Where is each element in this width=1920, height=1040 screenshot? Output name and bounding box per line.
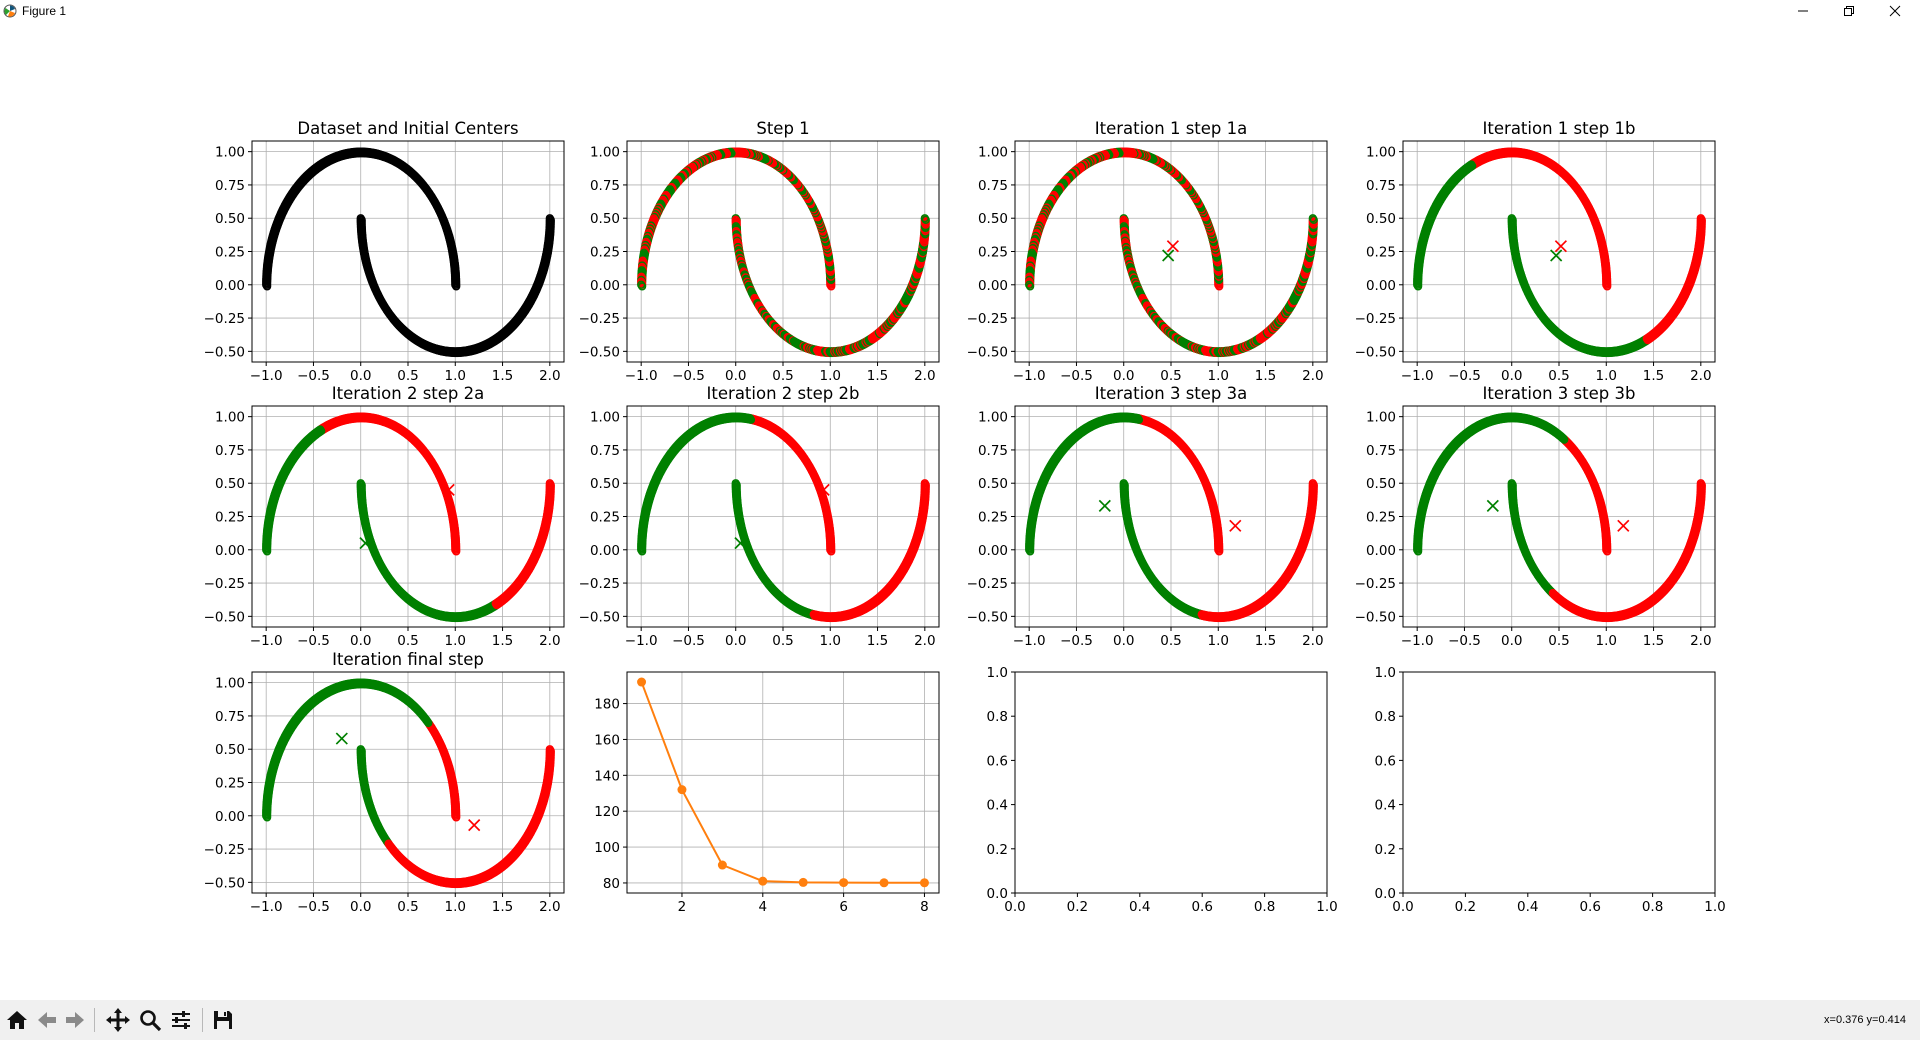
y-tick-label: 0.75	[1366, 178, 1396, 194]
x-tick-label: 0.0	[1113, 368, 1134, 384]
restore-icon	[1844, 6, 1854, 16]
y-tick-label: −0.25	[967, 311, 1008, 327]
figure-canvas[interactable]: −1.0 −0.5 0.0 0.5 1.0 1.5 2.0 −0.50 −0.25 0.00 0.2…	[0, 24, 1920, 1000]
x-tick-label: 2.0	[539, 368, 560, 384]
y-tick-label: 0.00	[978, 278, 1008, 294]
y-tick-label: −0.50	[967, 344, 1008, 360]
close-icon	[1889, 5, 1901, 17]
y-tick-label: −0.25	[1355, 311, 1396, 327]
y-tick-label: 0.00	[1366, 278, 1396, 294]
x-tick-label: 1.5	[1255, 368, 1276, 384]
y-tick-label: 0.50	[1366, 211, 1396, 227]
subplot-title: Iteration 1 step 1a	[1095, 119, 1248, 138]
y-tick-label: 0.25	[590, 245, 620, 261]
minimize-icon	[1798, 10, 1808, 12]
y-tick-label: 1.00	[1366, 145, 1396, 161]
x-tick-label: 0.5	[397, 368, 418, 384]
y-tick-label: −0.50	[1355, 344, 1396, 360]
y-tick-label: 0.00	[590, 278, 620, 294]
x-tick-label: 1.5	[492, 368, 513, 384]
x-tick-label: 0.0	[725, 368, 746, 384]
y-tick-label: 0.50	[215, 211, 245, 227]
x-tick-label: 1.5	[867, 368, 888, 384]
x-tick-label: −1.0	[625, 368, 658, 384]
x-tick-label: 2.0	[914, 368, 935, 384]
x-tick-label: −0.5	[1060, 368, 1093, 384]
scatter-points	[637, 147, 930, 358]
minimize-button[interactable]	[1780, 0, 1826, 22]
y-tick-label: 0.25	[215, 245, 245, 261]
y-tick-label: 0.25	[978, 245, 1008, 261]
x-tick-label: 2.0	[1302, 368, 1323, 384]
subplot-5: −1.0 −0.5 0.0 0.5 1.0 1.5 2.0−0.50−0.250.000.2…	[204, 384, 565, 649]
subplot-1: −1.0 −0.5 0.0 0.5 1.0 1.5 2.0 −0.50 −0.25 0.00 0.2…	[204, 119, 565, 384]
x-tick-label: 1.0	[1596, 368, 1617, 384]
x-tick-label: 1.0	[445, 368, 466, 384]
data-point	[546, 215, 555, 224]
subplot-2: −1.0 −0.5 0.0 0.5 1.0 1.5 2.0 −0.50 −0.25 0.00 0.2…	[579, 119, 940, 384]
x-tick-label: −1.0	[250, 368, 283, 384]
y-tick-label: 1.00	[215, 145, 245, 161]
y-tick-label: 0.75	[590, 178, 620, 194]
x-tick-label: 2.0	[1690, 368, 1711, 384]
y-tick-label: −0.50	[579, 344, 620, 360]
x-tick-label: −0.5	[1448, 368, 1481, 384]
subplot-title: Iteration 1 step 1b	[1483, 119, 1636, 138]
subplot-3: −1.0 −0.5 0.0 0.5 1.0 1.5 2.0 −0.50 −0.25 0.00 0.2…	[967, 119, 1328, 384]
x-tick-label: 0.0	[350, 368, 371, 384]
y-tick-label: 1.00	[978, 145, 1008, 161]
y-tick-label: −0.25	[204, 311, 245, 327]
y-tick-label: 0.75	[215, 178, 245, 194]
x-tick-label: −0.5	[672, 368, 705, 384]
y-tick-label: 0.50	[978, 211, 1008, 227]
scatter-points	[262, 412, 555, 623]
matplotlib-app-icon	[3, 4, 17, 18]
window-title: Figure 1	[22, 4, 67, 18]
x-tick-label: −1.0	[1013, 368, 1046, 384]
y-tick-label: 0.50	[590, 211, 620, 227]
y-tick-label: 1.00	[590, 145, 620, 161]
x-tick-label: 1.5	[1643, 368, 1664, 384]
y-tick-label: 0.75	[978, 178, 1008, 194]
close-button[interactable]	[1872, 0, 1918, 22]
data-point	[262, 282, 272, 291]
y-tick-label: −0.25	[579, 311, 620, 327]
x-tick-label: −0.5	[297, 368, 330, 384]
subplot-4: −1.0 −0.5 0.0 0.5 1.0 1.5 2.0 −0.50 −0.25 0.00 0.2…	[1355, 119, 1716, 384]
subplot-title: Step 1	[756, 119, 809, 138]
x-tick-label: 0.5	[772, 368, 793, 384]
x-tick-label: 0.5	[1548, 368, 1569, 384]
x-tick-label: 0.5	[1160, 368, 1181, 384]
x-tick-label: 0.0	[1501, 368, 1522, 384]
subplot-title: Dataset and Initial Centers	[297, 119, 518, 138]
x-tick-label: 1.0	[1208, 368, 1229, 384]
y-tick-label: 0.25	[1366, 245, 1396, 261]
x-tick-label: 1.0	[820, 368, 841, 384]
y-tick-label: 0.00	[215, 278, 245, 294]
y-tick-label: −0.50	[204, 344, 245, 360]
window-titlebar: Figure 1	[0, 0, 1920, 24]
x-tick-label: −1.0	[1401, 368, 1434, 384]
restore-button[interactable]	[1826, 0, 1872, 22]
scatter-points	[262, 147, 555, 358]
